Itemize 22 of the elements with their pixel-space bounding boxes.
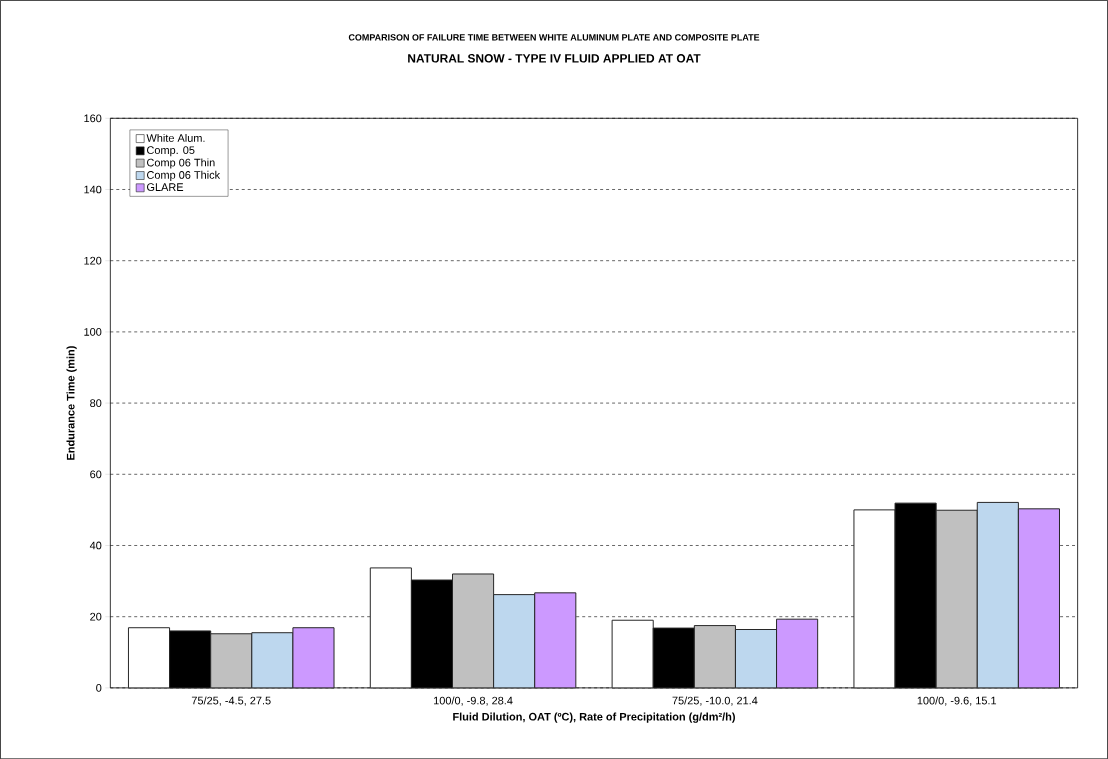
y-tick-label: 20 — [90, 612, 102, 621]
chart-subtitle: NATURAL SNOW - TYPE IV FLUID APPLIED AT OAT — [408, 54, 701, 63]
legend-label: Comp. 05 — [147, 146, 195, 157]
legend-label: Comp 06 Thin — [147, 158, 215, 169]
y-tick-label: 100 — [84, 327, 102, 336]
x-tick-label: 100/0, -9.6, 15.1 — [917, 696, 997, 706]
y-tick-label: 120 — [84, 256, 102, 265]
y-tick-label: 160 — [84, 114, 102, 123]
y-tick-label: 140 — [84, 185, 102, 194]
x-axis-title: Fluid Dilution, OAT (ºC), Rate of Precipitation (g/dm²/h) — [453, 712, 735, 723]
chart-title: COMPARISON OF FAILURE TIME BETWEEN WHITE ALUMINUM PLATE AND COMPOSITE PLATE — [348, 34, 760, 41]
x-tick-label: 75/25, -10.0, 21.4 — [672, 696, 758, 706]
legend-label: Comp 06 Thick — [147, 170, 221, 181]
x-tick-label: 75/25, -4.5, 27.5 — [191, 696, 271, 706]
x-tick-label: 100/0, -9.8, 28.4 — [434, 696, 513, 706]
legend-label: GLARE — [147, 183, 184, 191]
y-tick-label: 40 — [89, 541, 102, 550]
legend-label: White Alum. — [146, 133, 205, 142]
y-tick-label: 60 — [90, 470, 102, 479]
y-axis-title: Endurance Time (min) — [66, 346, 77, 460]
y-tick-label: 0 — [96, 683, 102, 692]
y-tick-label: 80 — [90, 399, 102, 407]
